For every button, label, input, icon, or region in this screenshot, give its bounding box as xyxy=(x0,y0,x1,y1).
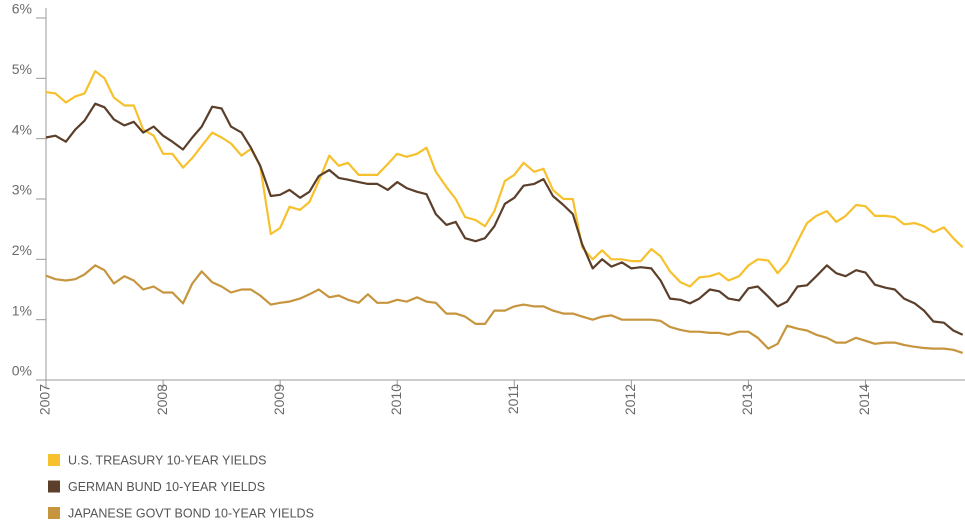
y-tick-label: 2% xyxy=(12,242,32,258)
x-tick-label: 2014 xyxy=(856,384,872,415)
legend-label: GERMAN BUND 10-YEAR YIELDS xyxy=(68,480,265,494)
x-tick-label: 2007 xyxy=(37,384,53,415)
x-tick-label: 2013 xyxy=(739,384,755,415)
y-tick-label: 4% xyxy=(12,121,32,137)
series-line xyxy=(45,102,964,336)
x-tick-label: 2009 xyxy=(271,384,287,415)
legend-swatch xyxy=(48,480,60,493)
legend-label: U.S. TREASURY 10-YEAR YIELDS xyxy=(68,453,266,467)
y-tick-label: 5% xyxy=(12,61,32,77)
legend: U.S. TREASURY 10-YEAR YIELDS GERMAN BUND … xyxy=(48,453,314,520)
y-tick-label: 1% xyxy=(12,302,32,318)
x-tick-label: 2012 xyxy=(622,384,638,415)
x-tick-label: 2008 xyxy=(154,384,170,415)
series-line xyxy=(45,264,964,354)
y-tick-label: 6% xyxy=(12,1,32,17)
x-tick-label: 2011 xyxy=(505,384,521,414)
legend-swatch xyxy=(48,454,60,466)
series-line xyxy=(45,70,964,288)
y-tick-label: 0% xyxy=(12,363,32,379)
legend-label: JAPANESE GOVT BOND 10-YEAR YIELDS xyxy=(68,506,314,520)
x-tick-label: 2010 xyxy=(388,384,404,415)
y-tick-label: 3% xyxy=(12,182,32,198)
legend-swatch xyxy=(48,507,60,519)
